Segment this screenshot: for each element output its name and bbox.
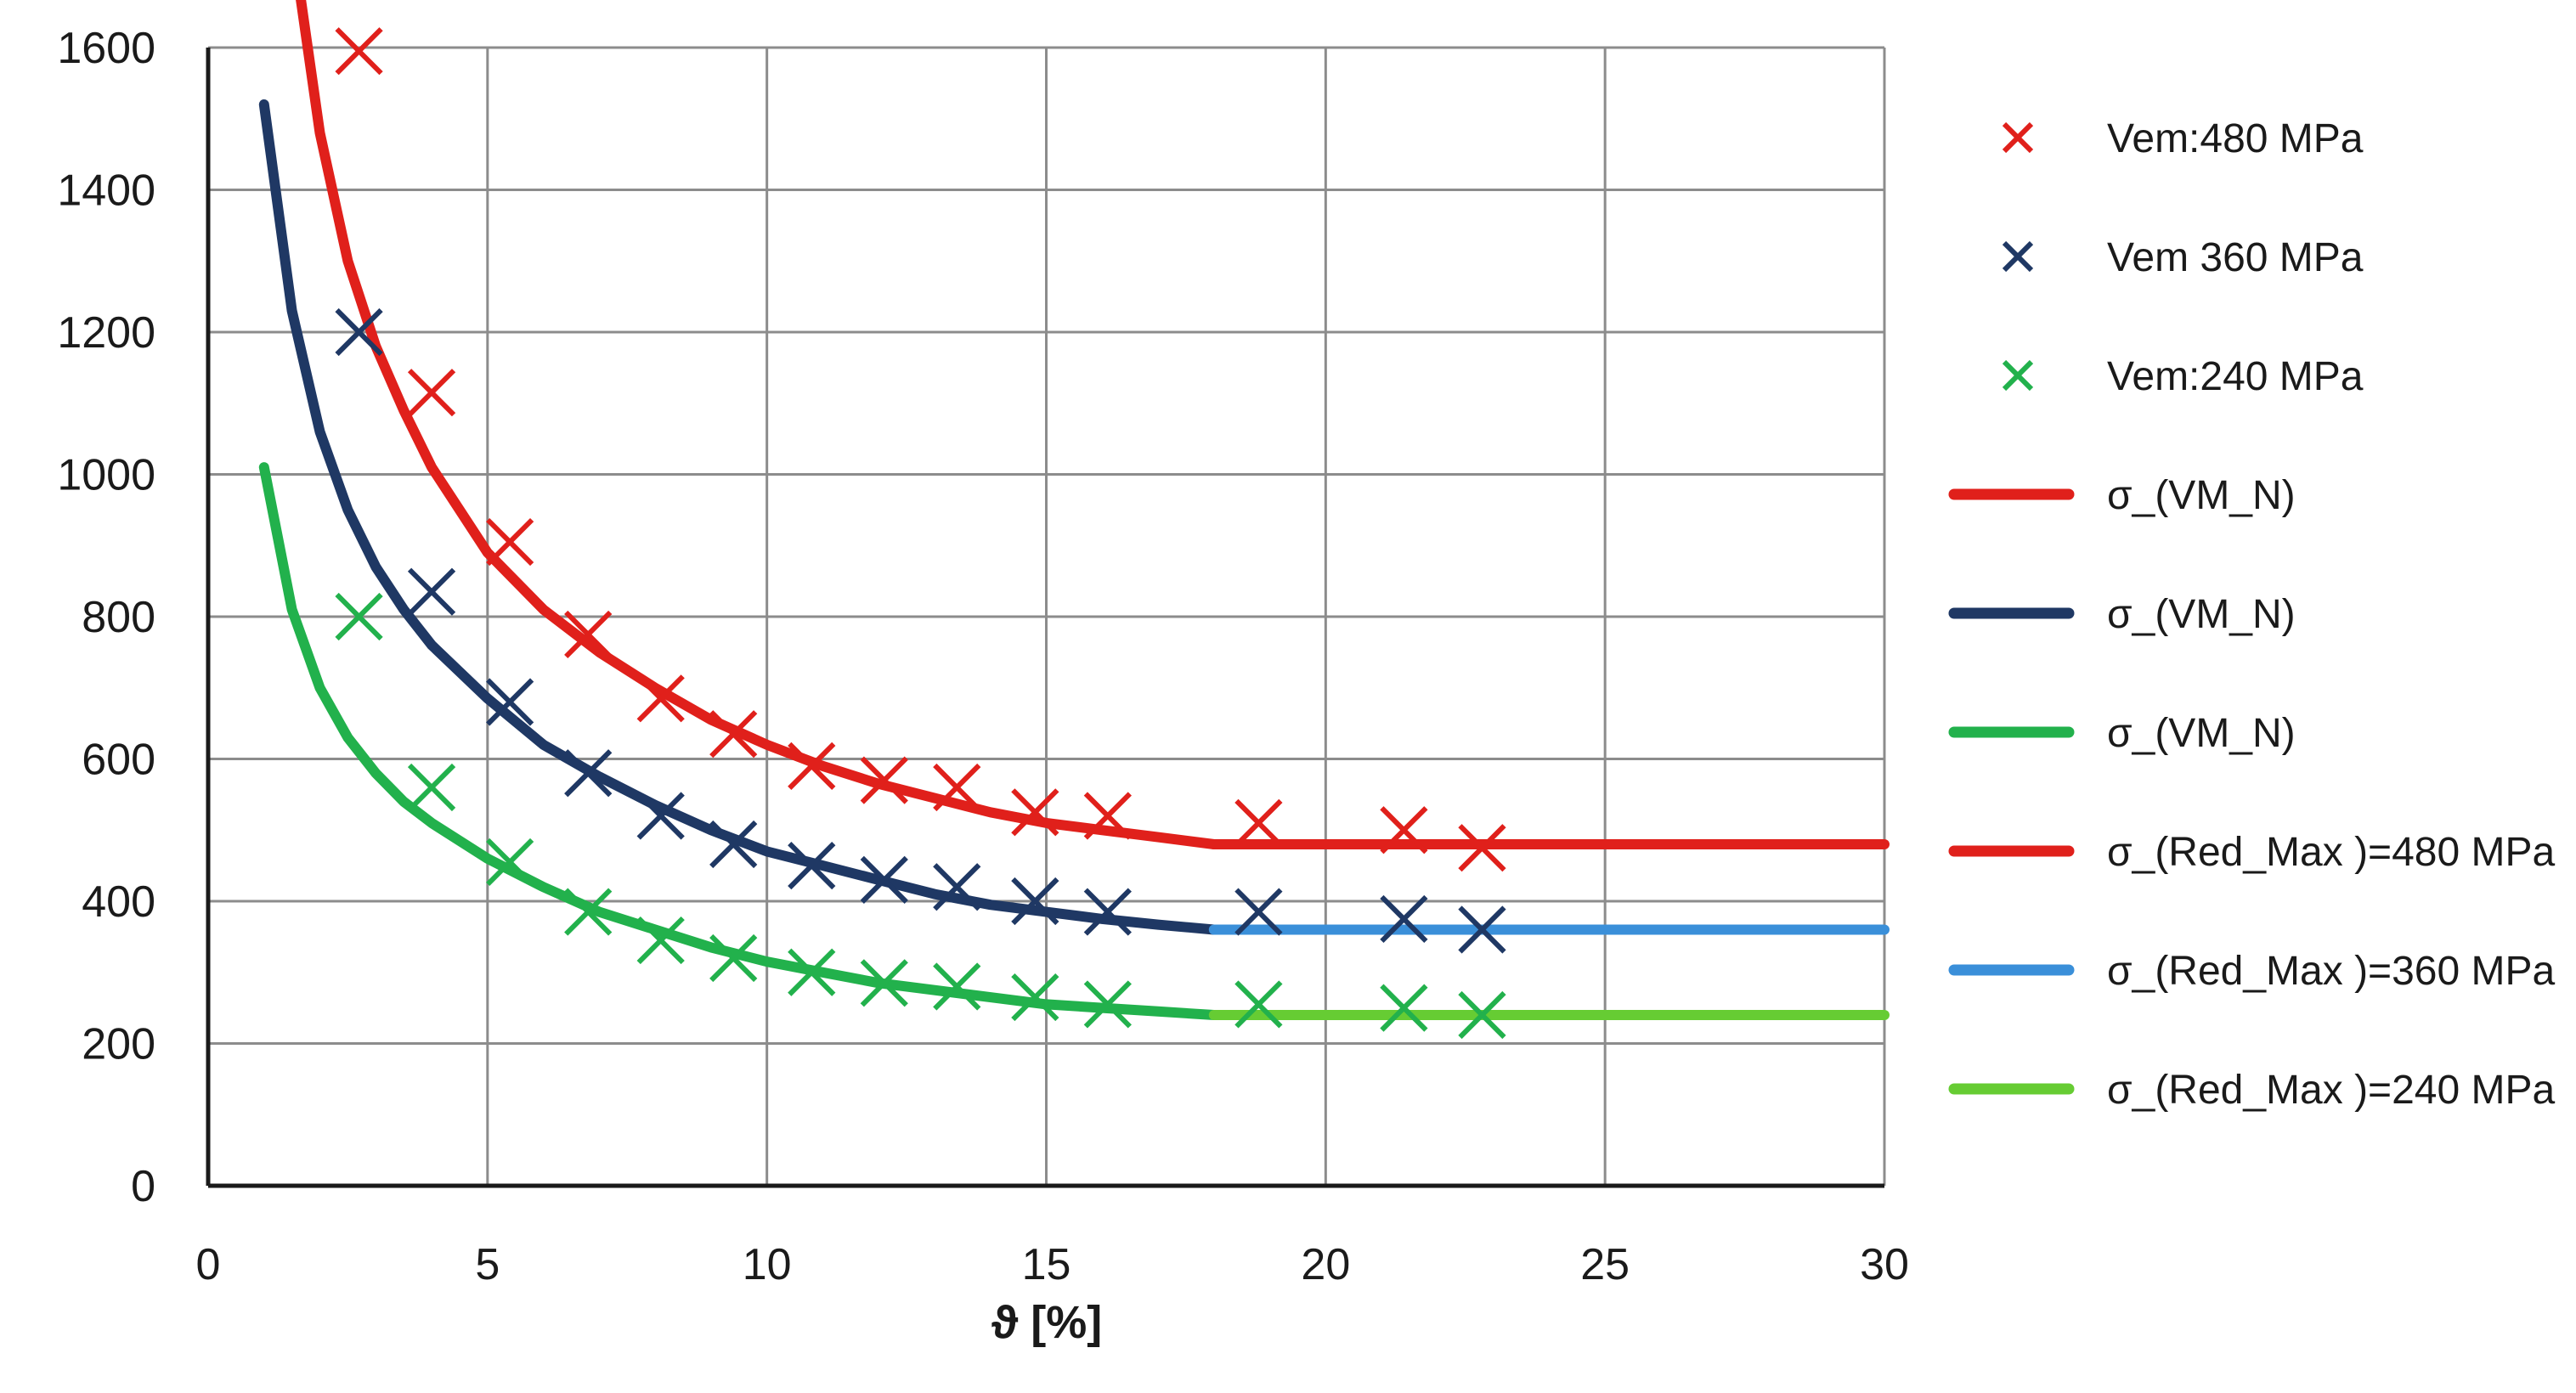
data-point <box>564 888 613 936</box>
y-tick-label: 400 <box>82 877 155 927</box>
legend-marker <box>2002 240 2034 273</box>
data-point <box>564 749 613 798</box>
data-point <box>933 763 981 812</box>
data-point <box>407 369 456 417</box>
legend-label: σ_(Red_Max )=360 MPa <box>2107 949 2556 994</box>
data-point <box>1458 990 1506 1040</box>
data-point <box>486 837 534 887</box>
data-point <box>407 567 456 616</box>
data-point <box>1380 806 1428 854</box>
legend: Vem:480 MPa Vem 360 MPa Vem:240 MPa σ_(VM_N… <box>1948 116 2556 1113</box>
x-tick-label: 25 <box>1580 1240 1630 1289</box>
legend-item: Vem:480 MPa <box>2002 116 2364 161</box>
series-line <box>296 0 1219 849</box>
x-tick-label: 30 <box>1860 1240 1909 1289</box>
data-point <box>1458 824 1506 872</box>
data-point <box>1380 984 1428 1032</box>
data-point <box>1380 894 1428 944</box>
data-point <box>788 842 836 890</box>
x-tick-label: 0 <box>196 1240 221 1289</box>
data-point <box>335 307 383 357</box>
data-point <box>636 792 685 840</box>
legend-item: σ_(VM_N) <box>1948 592 2296 637</box>
data-point <box>564 610 613 659</box>
y-tick-label: 200 <box>82 1020 155 1069</box>
legend-label: σ_(VM_N) <box>2107 711 2296 756</box>
x-tick-label: 15 <box>1022 1240 1071 1289</box>
y-tick-label: 1400 <box>57 166 155 216</box>
legend-label: Vem 360 MPa <box>2107 235 2364 280</box>
x-axis-title: ϑ [%] <box>991 1297 1102 1348</box>
data-point <box>486 517 534 567</box>
data-point <box>788 742 836 790</box>
y-tick-label: 1600 <box>57 24 155 73</box>
legend-label: σ_(Red_Max )=240 MPa <box>2107 1068 2556 1113</box>
data-point <box>335 27 383 76</box>
data-point <box>709 820 758 869</box>
data-point <box>486 678 534 726</box>
y-tick-label: 1000 <box>57 451 155 500</box>
y-tick-label: 0 <box>131 1162 155 1211</box>
data-point <box>1234 980 1283 1029</box>
x-tick-label: 5 <box>475 1240 500 1289</box>
data-point <box>636 916 685 965</box>
data-point <box>335 592 383 641</box>
legend-item: Vem:240 MPa <box>2002 354 2364 399</box>
data-point <box>1083 980 1132 1029</box>
data-point <box>636 674 685 723</box>
y-tick-label: 800 <box>82 593 155 642</box>
y-tick-label: 600 <box>82 736 155 785</box>
data-point <box>1011 973 1059 1022</box>
data-point <box>1011 788 1059 837</box>
legend-marker <box>2002 359 2034 392</box>
data-point <box>1234 798 1283 847</box>
legend-label: σ_(VM_N) <box>2107 592 2296 637</box>
x-tick-label: 10 <box>743 1240 792 1289</box>
data-point <box>933 962 981 1011</box>
data-point <box>860 855 908 904</box>
grid-layer <box>208 46 1886 1186</box>
data-point <box>407 763 456 812</box>
data-point <box>1083 792 1132 840</box>
legend-label: σ_(Red_Max )=480 MPa <box>2107 830 2556 875</box>
data-point <box>1083 888 1132 936</box>
legend-item: σ_(VM_N) <box>1948 711 2296 756</box>
legend-item: σ_(Red_Max )=480 MPa <box>1948 830 2556 875</box>
legend-label: Vem:480 MPa <box>2107 116 2364 161</box>
marker-layer <box>335 27 1506 1040</box>
legend-label: σ_(VM_N) <box>2107 473 2296 518</box>
legend-item: σ_(Red_Max )=240 MPa <box>1948 1068 2556 1113</box>
data-point <box>1011 877 1059 926</box>
data-point <box>933 863 981 911</box>
x-tick-label: 20 <box>1301 1240 1350 1289</box>
legend-item: σ_(VM_N) <box>1948 473 2296 518</box>
data-point <box>860 756 908 804</box>
legend-item: σ_(Red_Max )=360 MPa <box>1948 949 2556 994</box>
data-point <box>709 710 758 759</box>
legend-item: Vem 360 MPa <box>2002 235 2364 280</box>
data-point <box>1458 905 1506 954</box>
data-point <box>788 948 836 996</box>
y-tick-label: 1200 <box>57 308 155 358</box>
data-point <box>860 959 908 1007</box>
data-point <box>709 933 758 983</box>
legend-marker <box>2002 121 2034 154</box>
axis-layer: 0 5 10 15 20 25 30 0 200 400 600 800 1000 1200 1400 160… <box>57 24 1909 1289</box>
legend-label: Vem:240 MPa <box>2107 354 2364 399</box>
data-point <box>1234 888 1283 936</box>
